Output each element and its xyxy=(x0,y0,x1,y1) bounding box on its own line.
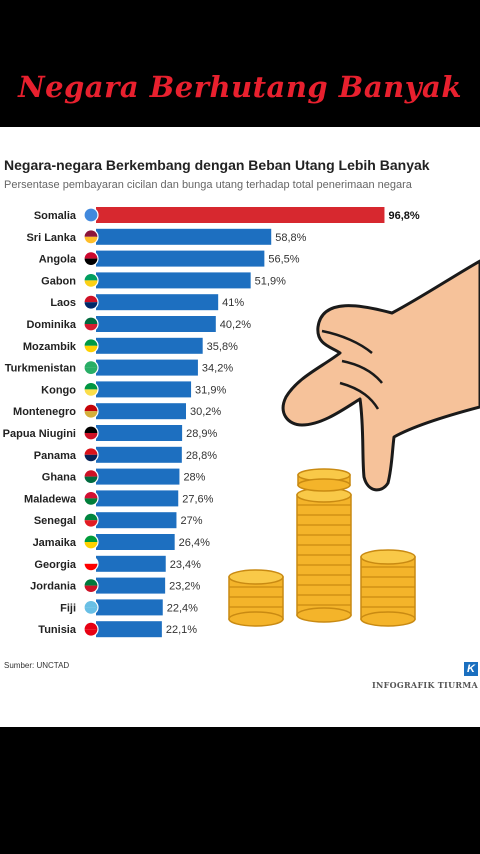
bar-ghana xyxy=(96,468,180,485)
value-label-kongo: 31,9% xyxy=(195,384,226,396)
bar-kongo xyxy=(96,381,192,398)
category-label-panama: Panama xyxy=(34,450,77,462)
bar-mozambik xyxy=(96,337,203,354)
panama-flag-icon xyxy=(83,447,99,463)
category-label-fiji: Fiji xyxy=(60,602,76,614)
bar-tunisia xyxy=(96,621,162,638)
angola-flag-icon xyxy=(83,250,99,267)
category-label-georgia: Georgia xyxy=(34,559,76,571)
tunisia-flag-icon xyxy=(83,621,99,637)
category-label-senegal: Senegal xyxy=(34,515,76,527)
chart-title: Negara-negara Berkembang dengan Beban Ut… xyxy=(4,157,430,173)
bar-dominika xyxy=(96,316,216,332)
fiji-flag-icon xyxy=(83,599,99,615)
bar-jordania xyxy=(96,577,166,594)
category-label-tunisia: Tunisia xyxy=(38,624,77,636)
bar-gabon xyxy=(96,272,251,289)
value-label-papua-niugini: 28,9% xyxy=(186,428,217,440)
maldives-flag-icon xyxy=(83,490,99,506)
laos-flag-icon xyxy=(83,294,99,310)
bar-turkmenistan xyxy=(96,359,198,376)
congo-flag-icon xyxy=(83,381,99,397)
value-label-fiji: 22,4% xyxy=(167,602,198,614)
category-label-angola: Angola xyxy=(39,254,77,266)
value-label-ghana: 28% xyxy=(183,472,205,484)
value-label-gabon: 51,9% xyxy=(255,275,286,287)
value-label-turkmenistan: 34,2% xyxy=(202,363,233,375)
category-label-jamaika: Jamaika xyxy=(33,537,77,549)
category-label-maladewa: Maladewa xyxy=(24,493,77,505)
bar-panama xyxy=(96,446,182,463)
dominica-flag-icon xyxy=(83,316,99,332)
jamaica-flag-icon xyxy=(83,534,99,550)
publisher-logo: K xyxy=(464,662,478,676)
papua-new-guinea-flag-icon xyxy=(83,425,99,441)
category-label-montenegro: Montenegro xyxy=(13,406,76,418)
ghana-flag-icon xyxy=(83,469,99,485)
bar-chart: Somalia 96,8% Sri Lanka 58,8% Angola 56,5% Gab… xyxy=(3,207,420,638)
georgia-flag-icon xyxy=(83,556,99,572)
infographic-panel: Negara-negara Berkembang dengan Beban Ut… xyxy=(0,127,480,727)
senegal-flag-icon xyxy=(83,512,99,528)
bar-jamaika xyxy=(96,534,175,550)
value-label-jordania: 23,2% xyxy=(169,581,200,593)
bar-maladewa xyxy=(96,490,179,507)
infographic-credit: INFOGRAFIK TIURMA xyxy=(371,680,478,690)
jordan-flag-icon xyxy=(83,578,99,594)
gabon-flag-icon xyxy=(83,272,99,289)
hand-icon xyxy=(281,259,480,492)
bar-somalia xyxy=(96,207,385,223)
value-label-jamaika: 26,4% xyxy=(179,537,210,549)
somalia-flag-icon xyxy=(83,207,99,223)
value-label-angola: 56,5% xyxy=(268,254,299,266)
turkmenistan-flag-icon xyxy=(83,360,99,376)
bar-angola xyxy=(96,250,265,267)
chart-subtitle: Persentase pembayaran cicilan dan bunga … xyxy=(4,179,412,191)
category-label-somalia: Somalia xyxy=(34,210,77,222)
value-label-maladewa: 27,6% xyxy=(182,493,213,505)
category-label-papua-niugini: Papua Niugini xyxy=(3,428,76,440)
montenegro-flag-icon xyxy=(83,403,99,419)
value-label-georgia: 23,4% xyxy=(170,559,201,571)
category-label-ghana: Ghana xyxy=(42,472,77,484)
value-label-somalia: 96,8% xyxy=(388,210,419,222)
category-label-kongo: Kongo xyxy=(41,384,76,396)
source-note: Sumber: UNCTAD xyxy=(4,661,70,670)
category-label-turkmenistan: Turkmenistan xyxy=(5,363,77,375)
value-label-laos: 41% xyxy=(222,297,244,309)
tall-coin-stack xyxy=(296,487,352,623)
category-label-sri-lanka: Sri Lanka xyxy=(26,232,76,244)
category-label-dominika: Dominika xyxy=(26,319,76,331)
bar-fiji xyxy=(96,599,163,616)
value-label-senegal: 27% xyxy=(180,515,202,527)
category-label-mozambik: Mozambik xyxy=(23,341,77,353)
mozambique-flag-icon xyxy=(83,338,99,354)
bar-montenegro xyxy=(96,403,186,420)
left-coin-stack xyxy=(228,569,284,627)
value-label-sri-lanka: 58,8% xyxy=(275,232,306,244)
bar-senegal xyxy=(96,512,177,529)
category-label-jordania: Jordania xyxy=(30,581,77,593)
value-label-mozambik: 35,8% xyxy=(207,341,238,353)
bar-papua-niugini xyxy=(96,425,183,441)
bar-sri-lanka xyxy=(96,228,272,245)
value-label-dominika: 40,2% xyxy=(220,319,251,331)
sri-lanka-flag-icon xyxy=(83,229,99,245)
right-coin-stack xyxy=(360,549,416,627)
hand-coins-illustration xyxy=(228,259,480,627)
banner-title: Negara Berhutang Banyak xyxy=(18,70,462,104)
category-label-gabon: Gabon xyxy=(41,275,76,287)
value-label-tunisia: 22,1% xyxy=(166,624,197,636)
bar-georgia xyxy=(96,555,166,572)
value-label-montenegro: 30,2% xyxy=(190,406,221,418)
bar-laos xyxy=(96,294,219,311)
value-label-panama: 28,8% xyxy=(186,450,217,462)
category-label-laos: Laos xyxy=(50,297,76,309)
